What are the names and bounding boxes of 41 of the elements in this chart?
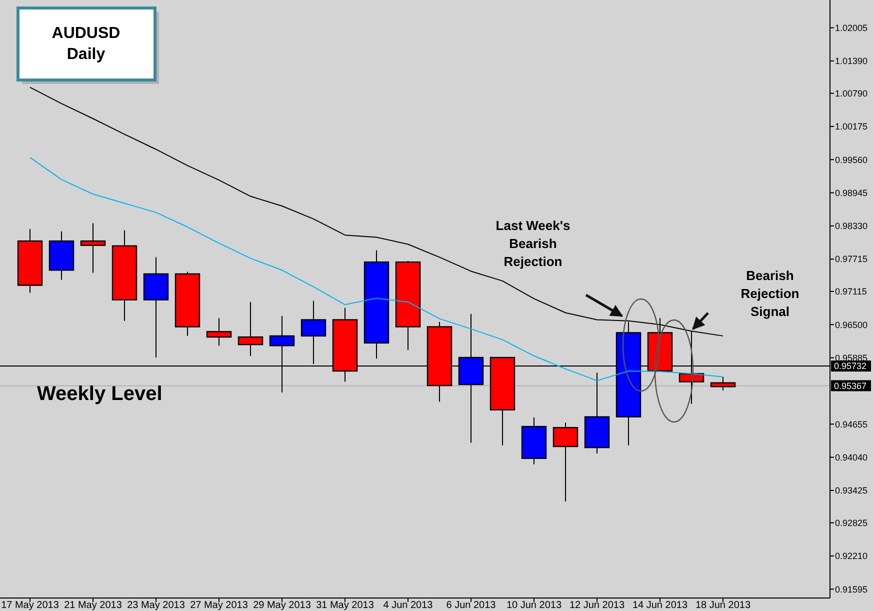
annotation: Weekly Level (37, 383, 162, 405)
y-tick-label: 0.96500 (835, 320, 868, 330)
x-tick-label: 23 May 2013 (127, 600, 186, 611)
x-tick-label: 14 Jun 2013 (632, 600, 688, 611)
x-tick-label: 27 May 2013 (190, 600, 248, 611)
y-tick-label: 0.91595 (835, 584, 868, 594)
x-tick-label: 18 Jun 2013 (695, 600, 751, 611)
annotation: Last Week's Bearish Rejection (496, 218, 570, 269)
y-tick-label: 0.95885 (835, 352, 868, 363)
x-tick-label: 21 May 2013 (64, 600, 122, 611)
candlestick (206, 318, 232, 346)
ref-line-label: 0.95732 (834, 361, 867, 372)
y-tick-label: 1.02005 (835, 22, 868, 33)
ref-line-label: 0.95367 (834, 380, 867, 391)
candlestick (80, 222, 106, 274)
candlestick (552, 422, 578, 502)
y-tick-label: 0.98330 (835, 221, 868, 232)
y-tick-label: 0.97715 (835, 254, 868, 264)
x-tick-label: 31 May 2013 (316, 600, 374, 611)
title-box: AUDUSD Daily (16, 6, 159, 84)
x-tick-label: 29 May 2013 (253, 600, 312, 611)
y-tick-label: 0.98945 (835, 188, 868, 198)
y-tick-label: 0.92825 (835, 518, 868, 528)
x-tick-label: 17 May 2013 (1, 600, 60, 611)
y-tick-label: 0.93425 (835, 486, 868, 496)
candlestick (710, 376, 736, 391)
y-tick-label: 0.94040 (835, 452, 868, 462)
y-tick-label: 0.97115 (835, 286, 867, 297)
y-tick-label: 1.00175 (835, 122, 868, 132)
text: Bearish Rejection Signal (740, 268, 800, 319)
x-tick-label: 12 Jun 2013 (569, 600, 625, 611)
x-tick-label: 10 Jun 2013 (506, 600, 562, 611)
x-tick-label: 4 Jun 2013 (383, 600, 434, 611)
y-tick-label: 1.01390 (835, 56, 868, 66)
y-tick-label: 0.94655 (835, 419, 868, 430)
y-tick-label: 0.92210 (835, 551, 868, 562)
x-tick-label: 6 Jun 2013 (446, 600, 496, 611)
y-tick-label: 1.00790 (835, 88, 868, 98)
line-series (30, 156, 724, 382)
y-tick-label: 0.99560 (835, 154, 868, 165)
candlestick (238, 301, 264, 356)
